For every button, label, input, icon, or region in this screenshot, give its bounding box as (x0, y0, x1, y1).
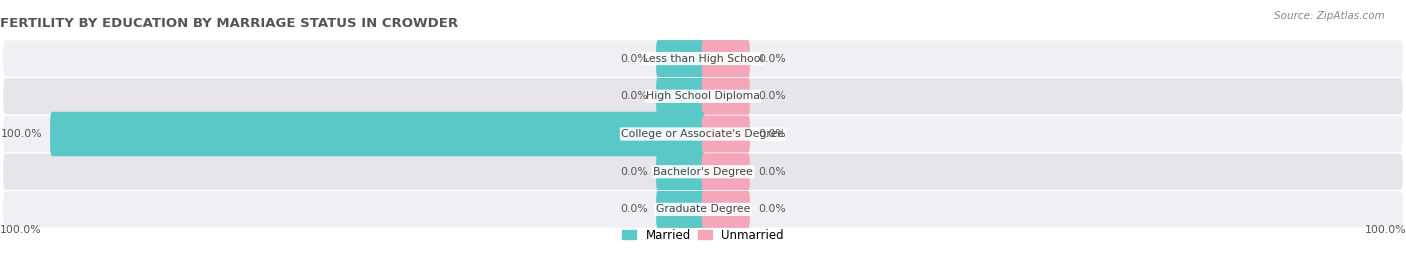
FancyBboxPatch shape (702, 116, 749, 152)
Text: Graduate Degree: Graduate Degree (655, 204, 751, 214)
Text: Bachelor's Degree: Bachelor's Degree (652, 167, 754, 177)
Text: 0.0%: 0.0% (620, 54, 648, 64)
Text: Less than High School: Less than High School (643, 54, 763, 64)
Text: 0.0%: 0.0% (758, 54, 786, 64)
Text: 0.0%: 0.0% (758, 91, 786, 101)
Text: Source: ZipAtlas.com: Source: ZipAtlas.com (1274, 11, 1385, 21)
Text: 0.0%: 0.0% (758, 204, 786, 214)
Text: College or Associate's Degree: College or Associate's Degree (621, 129, 785, 139)
FancyBboxPatch shape (657, 191, 704, 228)
FancyBboxPatch shape (657, 153, 704, 190)
FancyBboxPatch shape (702, 153, 749, 190)
Legend: Married, Unmarried: Married, Unmarried (617, 224, 789, 246)
FancyBboxPatch shape (3, 78, 1403, 114)
FancyBboxPatch shape (3, 116, 1403, 152)
FancyBboxPatch shape (702, 191, 749, 228)
Text: 0.0%: 0.0% (620, 167, 648, 177)
Text: 100.0%: 100.0% (0, 225, 42, 235)
Text: 0.0%: 0.0% (758, 129, 786, 139)
FancyBboxPatch shape (702, 78, 749, 115)
FancyBboxPatch shape (657, 78, 704, 115)
Text: FERTILITY BY EDUCATION BY MARRIAGE STATUS IN CROWDER: FERTILITY BY EDUCATION BY MARRIAGE STATU… (0, 17, 458, 30)
Text: 0.0%: 0.0% (620, 204, 648, 214)
FancyBboxPatch shape (3, 40, 1403, 77)
Text: 0.0%: 0.0% (620, 91, 648, 101)
Text: High School Diploma: High School Diploma (647, 91, 759, 101)
FancyBboxPatch shape (657, 40, 704, 77)
Text: 100.0%: 100.0% (1364, 225, 1406, 235)
FancyBboxPatch shape (3, 154, 1403, 190)
FancyBboxPatch shape (3, 191, 1403, 228)
FancyBboxPatch shape (702, 40, 749, 77)
Text: 100.0%: 100.0% (0, 129, 42, 139)
FancyBboxPatch shape (51, 112, 704, 156)
Text: 0.0%: 0.0% (758, 167, 786, 177)
